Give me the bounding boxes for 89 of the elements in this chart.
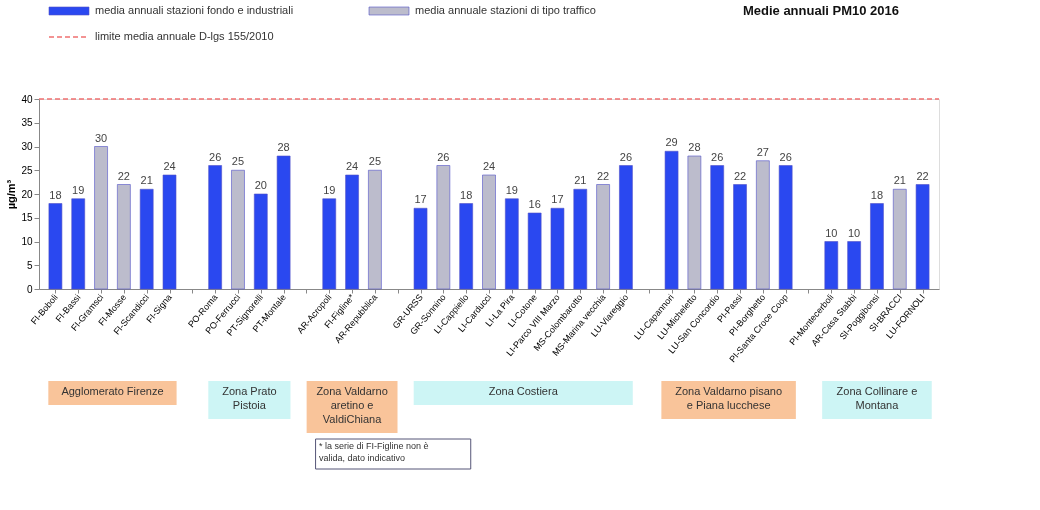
bar: [208, 165, 222, 290]
data-label: 29: [665, 136, 678, 149]
bar: [892, 188, 907, 290]
bar: [550, 207, 565, 290]
data-label: 26: [711, 150, 724, 163]
bar: [733, 184, 747, 290]
bar: [48, 203, 63, 290]
bar: [276, 155, 291, 290]
data-label: 30: [94, 131, 108, 144]
bar: [778, 165, 793, 290]
data-label: 26: [209, 150, 222, 163]
data-label: 22: [733, 169, 747, 182]
y-axis-title: µg/m³: [5, 179, 18, 210]
data-label: 21: [893, 174, 906, 187]
legend-label: media annuale stazioni di tipo traffico: [415, 4, 596, 16]
y-tick-label: 0: [26, 283, 33, 295]
data-label: 25: [231, 155, 245, 168]
text: * la serie di FI-Figline non è valida, dato indicativo: [318, 441, 429, 463]
legend-label: media annuali stazioni fondo e industriali: [95, 4, 294, 16]
text: Zona Valdarno pisano e Piana lucchese: [675, 385, 783, 411]
data-label: 19: [72, 183, 85, 196]
y-tick-label: 25: [21, 164, 33, 176]
bar: [527, 212, 542, 290]
bar: [71, 198, 86, 290]
bar: [664, 150, 679, 290]
data-label: 20: [254, 179, 267, 191]
data-label: 10: [825, 226, 838, 239]
y-tick-label: 10: [21, 236, 33, 247]
data-label: 25: [368, 155, 382, 168]
data-label: 27: [756, 145, 769, 158]
y-tick-label: 5: [26, 259, 33, 271]
y-tick-label: 20: [21, 188, 33, 200]
bar: [596, 184, 610, 290]
y-tick-label: 35: [21, 117, 33, 129]
bar: [710, 165, 725, 290]
data-label: 21: [140, 174, 153, 187]
data-label: 24: [163, 160, 176, 172]
bar: [436, 165, 451, 290]
y-tick-label: 40: [21, 93, 33, 105]
data-label: 28: [688, 141, 701, 153]
bar: [619, 165, 633, 290]
bar: [847, 241, 861, 290]
data-label: 21: [574, 174, 587, 187]
bar: [482, 174, 496, 290]
data-label: 22: [916, 169, 929, 182]
text: Zona Collinare e Montana: [836, 385, 918, 411]
data-label: 17: [551, 193, 564, 206]
data-label: 17: [414, 193, 427, 206]
bar: [139, 188, 154, 290]
bar: [413, 207, 428, 290]
data-label: 26: [779, 150, 792, 163]
chart-title: Medie annuali PM10 2016: [742, 3, 899, 18]
bar: [687, 155, 702, 290]
data-label: 19: [323, 183, 336, 196]
data-label: 24: [345, 160, 359, 172]
bar: [368, 169, 382, 290]
bar: [824, 241, 839, 290]
bar: [162, 174, 177, 290]
bar: [345, 174, 359, 290]
data-label: 22: [596, 169, 610, 182]
data-label: 16: [528, 198, 541, 210]
bar: [459, 203, 473, 290]
bar: [756, 160, 770, 290]
data-label: 26: [619, 150, 633, 163]
bar: [94, 146, 108, 290]
bar: [505, 198, 519, 290]
data-label: 18: [49, 188, 62, 201]
bar: [253, 193, 268, 290]
legend-label: limite media annuale D-lgs 155/2010: [95, 30, 274, 42]
bar: [117, 184, 131, 290]
text: Agglomerato Firenze: [61, 385, 164, 397]
data-label: 24: [482, 160, 496, 172]
data-label: 10: [848, 226, 861, 239]
bar: [322, 198, 337, 290]
data-label: 18: [870, 188, 884, 201]
bar: [870, 203, 884, 290]
y-tick-label: 15: [21, 212, 33, 224]
data-label: 19: [505, 183, 518, 196]
text: Zona Valdarno aretino e ValdiChiana: [316, 385, 388, 425]
data-label: 26: [437, 150, 450, 163]
bar: [915, 184, 930, 290]
data-label: 18: [460, 188, 473, 201]
data-label: 28: [277, 141, 290, 153]
bar: [231, 169, 245, 290]
bar: [573, 188, 588, 290]
text: Zona Prato Pistoia: [222, 385, 277, 411]
text: Zona Costiera: [488, 385, 559, 397]
y-tick-label: 30: [21, 141, 33, 152]
data-label: 22: [117, 169, 130, 182]
